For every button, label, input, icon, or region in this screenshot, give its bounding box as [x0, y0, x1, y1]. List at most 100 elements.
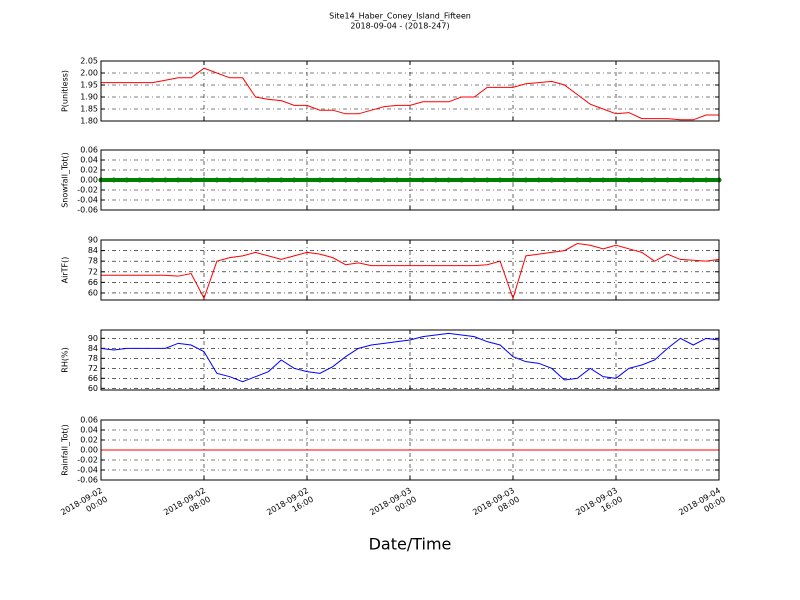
- series-marker: [253, 177, 258, 183]
- series-marker: [265, 177, 271, 183]
- y-tick-label: 0.04: [80, 426, 98, 435]
- y-tick-label: 2.00: [80, 69, 98, 78]
- series-marker: [240, 177, 246, 183]
- y-axis-label: Rainfall_Tot(): [61, 424, 70, 476]
- x-tick-label: 2018-09-0400:00: [677, 486, 727, 526]
- series-line: [100, 332, 720, 383]
- y-tick-label: 1.95: [80, 81, 98, 90]
- x-tick-label: 2018-09-0300:00: [368, 486, 418, 526]
- y-tick-label: 0.06: [80, 416, 98, 425]
- y-tick-label: 0.06: [80, 146, 98, 155]
- series-marker: [613, 177, 619, 183]
- y-tick-label: 1.85: [80, 105, 98, 114]
- y-tick-label: -0.06: [77, 476, 98, 485]
- series-marker: [652, 177, 658, 183]
- y-tick-label: 0.02: [80, 166, 98, 175]
- series-marker: [574, 177, 580, 183]
- series-marker: [433, 177, 439, 183]
- series-marker: [446, 177, 452, 183]
- series-marker: [459, 177, 464, 183]
- y-axis-label: AirTF(): [61, 257, 70, 284]
- y-tick-label: 1.90: [80, 93, 98, 102]
- series-marker: [356, 177, 361, 183]
- series-marker: [626, 177, 632, 183]
- series-marker: [703, 177, 709, 183]
- y-axis-label: Snowfall_Tot(): [61, 152, 70, 208]
- y-tick-label: 72: [88, 364, 98, 373]
- x-tick-label: 2018-09-0216:00: [265, 486, 315, 526]
- series-line: [101, 67, 719, 121]
- plot-frame: [100, 149, 720, 211]
- y-tick-label: 60: [88, 384, 98, 393]
- y-tick-label: 0.02: [80, 436, 98, 445]
- x-axis-label: Date/Time: [369, 535, 452, 554]
- series-marker: [368, 177, 374, 183]
- plot-frame: [100, 419, 720, 481]
- series-marker: [536, 177, 542, 183]
- y-tick-label: -0.02: [77, 186, 98, 195]
- y-axis-label: RH(%): [61, 347, 70, 372]
- plot-frame: [100, 60, 720, 122]
- series-marker: [227, 177, 233, 183]
- series-marker: [304, 177, 310, 183]
- y-tick-label: 66: [88, 278, 98, 287]
- y-tick-label: 78: [88, 257, 98, 266]
- y-tick-label: 1.80: [80, 117, 98, 126]
- series-marker: [471, 177, 477, 183]
- plot-frame: [100, 329, 720, 391]
- series-marker: [510, 177, 516, 183]
- series-marker: [690, 177, 696, 183]
- series-marker: [407, 177, 413, 183]
- series-marker: [124, 177, 130, 183]
- series-marker: [549, 177, 555, 183]
- series-marker: [523, 177, 529, 183]
- x-tick-label: 2018-09-0316:00: [574, 486, 624, 526]
- y-axis-label: P(unitless): [61, 70, 70, 112]
- series-marker: [111, 177, 117, 183]
- series-marker: [201, 177, 207, 183]
- series-marker: [291, 177, 297, 183]
- y-tick-label: 2.05: [80, 57, 98, 66]
- series-line: [101, 243, 720, 300]
- y-tick-label: -0.06: [77, 206, 98, 215]
- y-tick-label: 84: [88, 344, 98, 353]
- series-marker: [639, 177, 645, 183]
- series-marker: [665, 177, 670, 183]
- series-marker: [278, 177, 284, 183]
- x-tick-label: 2018-09-0308:00: [471, 486, 521, 526]
- series-marker: [420, 177, 426, 183]
- y-tick-label: 84: [88, 246, 98, 255]
- y-tick-label: 72: [88, 267, 98, 276]
- series-marker: [162, 177, 168, 183]
- series-marker: [381, 177, 387, 183]
- series-marker: [600, 177, 606, 183]
- y-tick-label: 90: [88, 334, 98, 343]
- x-tick-label: 2018-09-0200:00: [59, 486, 109, 526]
- chart-subtitle: 2018-09-04 - (2018-247): [350, 22, 449, 31]
- series-marker: [330, 177, 336, 183]
- chart-title: Site14_Haber_Coney_Island_Fifteen: [329, 12, 471, 21]
- y-tick-label: -0.04: [77, 466, 98, 475]
- series-marker: [497, 177, 503, 183]
- series-marker: [394, 177, 400, 183]
- series-marker: [317, 177, 323, 183]
- series-marker: [214, 177, 220, 183]
- series-marker: [562, 177, 567, 183]
- series-marker: [587, 177, 593, 183]
- series-marker: [137, 177, 143, 183]
- y-tick-label: 0.00: [80, 446, 98, 455]
- y-tick-label: 0.04: [80, 156, 98, 165]
- plot-frame: [100, 239, 720, 301]
- y-tick-label: -0.02: [77, 456, 98, 465]
- y-tick-label: 90: [88, 236, 98, 245]
- y-tick-label: 66: [88, 374, 98, 383]
- series-marker: [175, 177, 181, 183]
- y-tick-label: 78: [88, 354, 98, 363]
- y-tick-label: 60: [88, 288, 98, 297]
- x-tick-label: 2018-09-0208:00: [162, 486, 212, 526]
- series-marker: [343, 177, 349, 183]
- series-marker: [484, 177, 490, 183]
- y-tick-label: 0.00: [80, 176, 98, 185]
- y-tick-label: -0.04: [77, 196, 98, 205]
